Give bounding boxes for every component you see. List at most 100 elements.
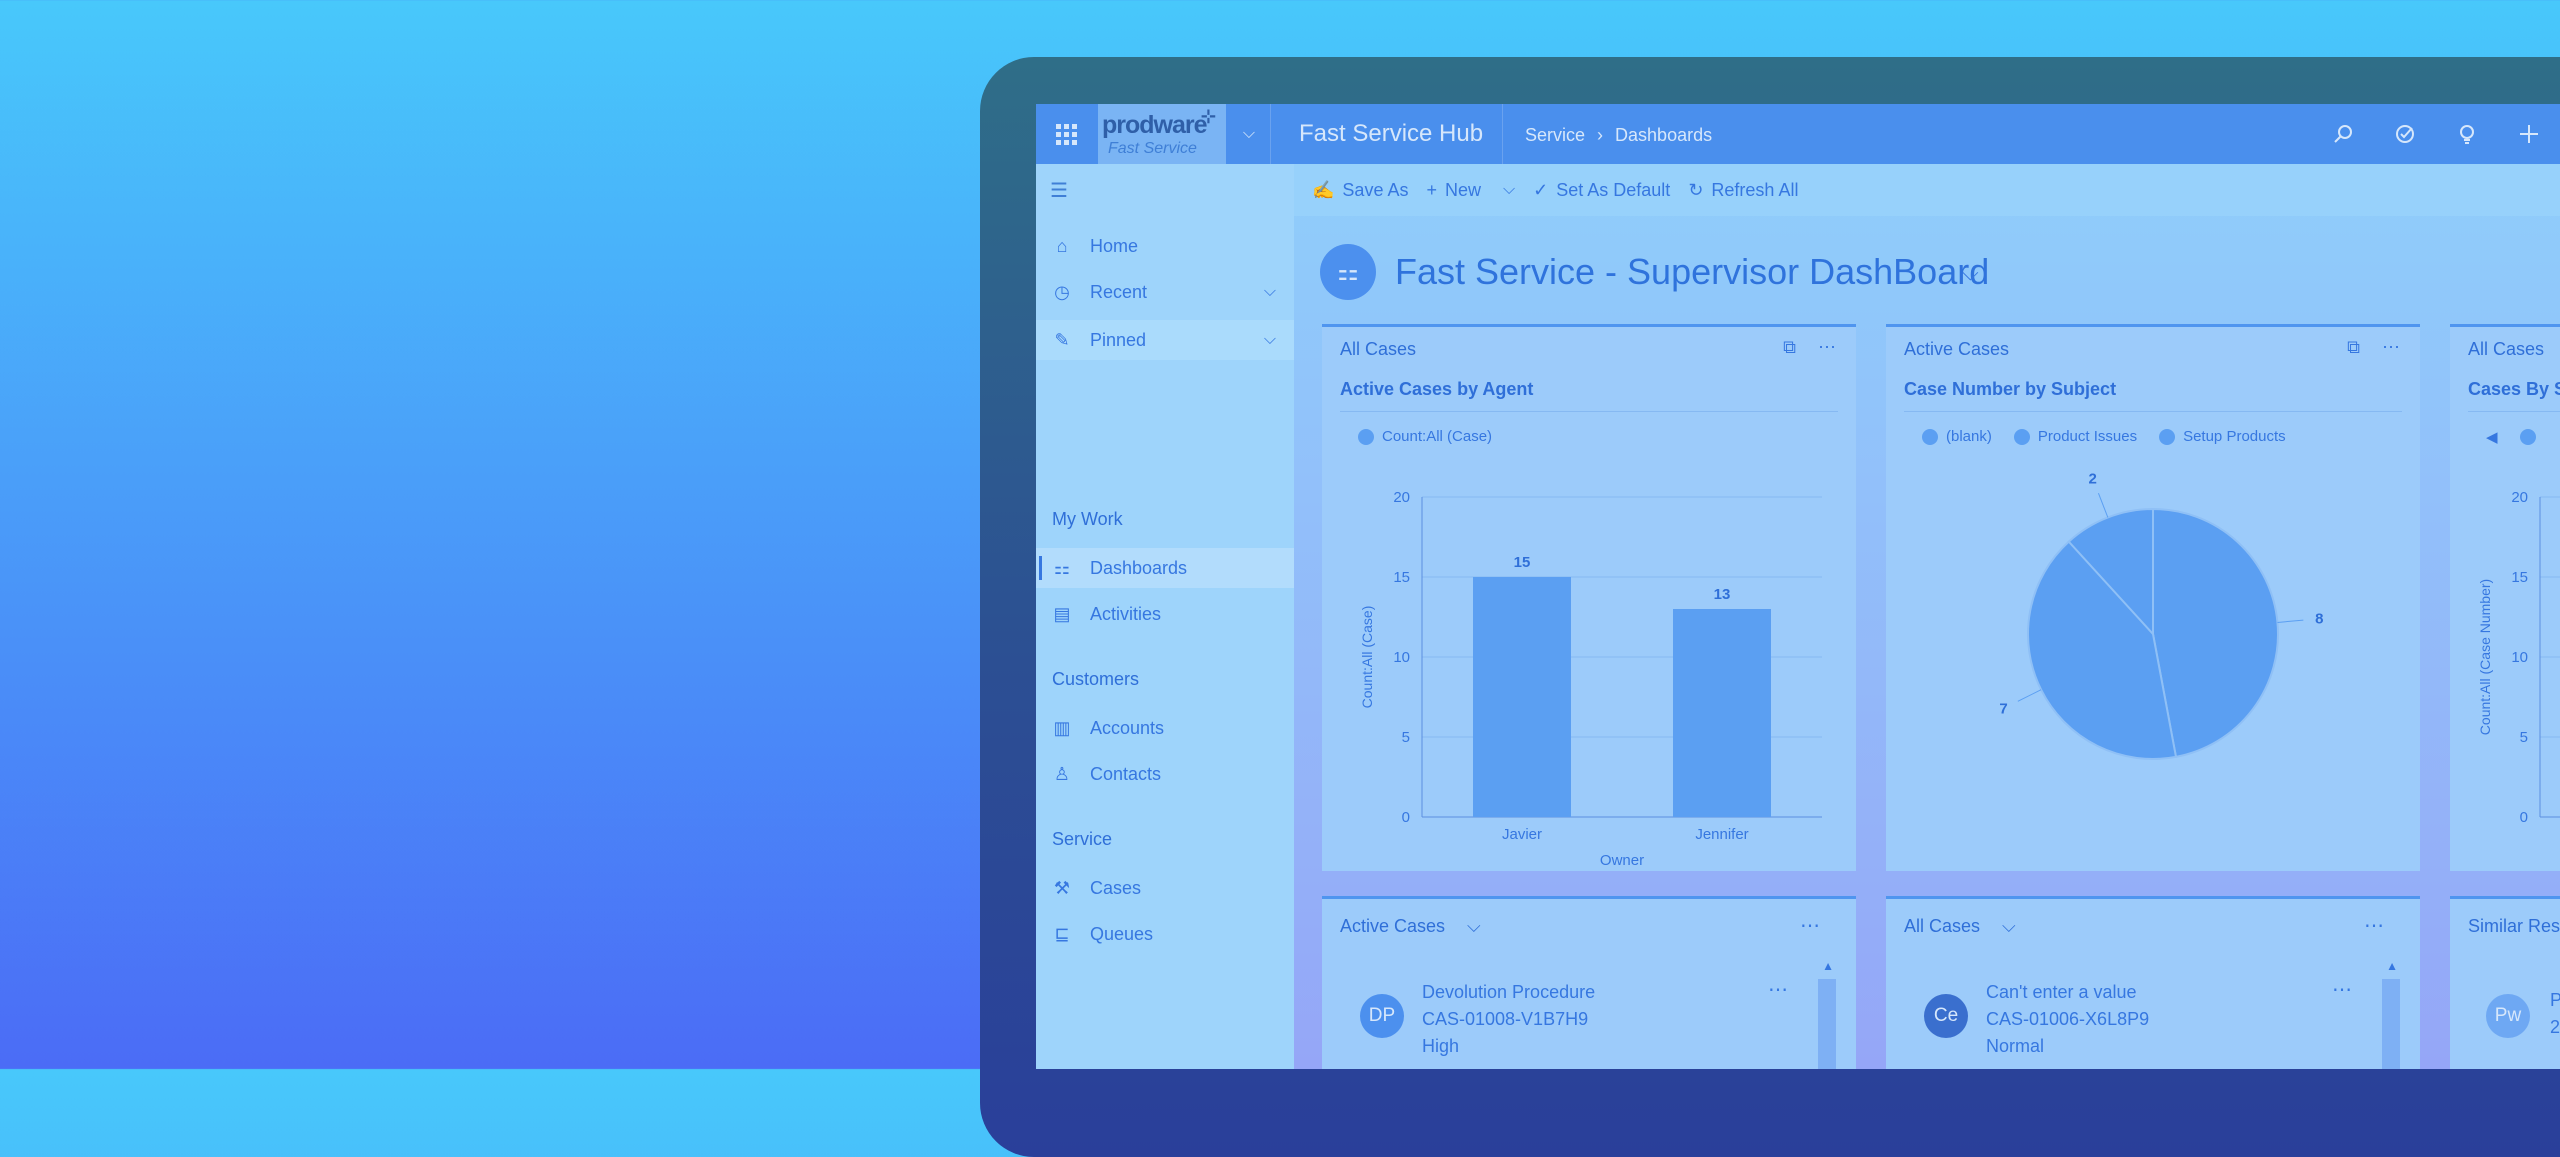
scrollbar[interactable] xyxy=(2382,979,2400,1069)
data-label: 8 xyxy=(2315,611,2323,628)
legend-item[interactable]: Product Issues xyxy=(2013,428,2137,445)
sidebar-item-dashboards[interactable]: ⚏ Dashboards xyxy=(1036,548,1294,588)
sidebar-item-label: Pinned xyxy=(1090,329,1147,350)
lightbulb-icon[interactable] xyxy=(2436,104,2498,164)
sidebar-item-recent[interactable]: ◷ Recent ⌵ xyxy=(1036,272,1294,312)
scrollbar[interactable] xyxy=(1818,979,1836,1069)
chart-legend: (blank) Product Issues Setup Products xyxy=(1922,428,2286,445)
list-panel-similar-records: Similar Res Pw P 2 xyxy=(2450,896,2560,1069)
chevron-down-icon: ⌵ xyxy=(1467,916,1481,936)
chevron-down-icon[interactable]: ⌵ xyxy=(1263,331,1276,348)
record-title[interactable]: Devolution Procedure xyxy=(1422,982,1596,1002)
list-panel-all-cases: All Cases ⌵ ⋯ Ce Can't enter a value CAS… xyxy=(1886,896,2420,1069)
sidebar-item-accounts[interactable]: ▥ Accounts xyxy=(1036,708,1294,748)
list-item[interactable]: Can't enter a value CAS-01006-X6L8P9 Nor… xyxy=(1986,979,2149,1060)
legend-item[interactable]: (blank) xyxy=(1922,428,1992,445)
app-launcher-button[interactable] xyxy=(1036,104,1096,164)
expand-chart-icon[interactable]: ⧉ xyxy=(1783,337,1796,357)
more-options-icon[interactable]: ⋯ xyxy=(2382,337,2400,357)
sidebar-item-activities[interactable]: ▤ Activities xyxy=(1036,594,1294,634)
more-options-icon[interactable]: ⋯ xyxy=(2364,915,2384,937)
panel-view-title[interactable]: Active Cases xyxy=(1904,339,2010,359)
pie-slice xyxy=(2152,507,2279,759)
prodware-logo[interactable]: prodware ⊹ Fast Service xyxy=(1098,104,1226,164)
record-title[interactable]: Can't enter a value xyxy=(1986,982,2137,1002)
y-tick-label: 5 xyxy=(1402,729,1410,746)
breadcrumb-service[interactable]: Service xyxy=(1525,125,1586,145)
sidebar-item-label: Cases xyxy=(1090,877,1142,898)
sidebar-item-contacts[interactable]: ♙ Contacts xyxy=(1036,754,1294,794)
y-tick-label: 20 xyxy=(2511,489,2528,506)
building-icon: ▥ xyxy=(1053,717,1071,738)
sidebar-item-cases[interactable]: ⚒ Cases xyxy=(1036,868,1294,908)
scroll-up-icon[interactable]: ▲ xyxy=(2386,959,2398,973)
scroll-up-icon[interactable]: ▲ xyxy=(1822,959,1834,973)
legend-dot xyxy=(2519,429,2536,445)
more-options-icon[interactable]: ⋯ xyxy=(1818,337,1836,357)
legend-item[interactable]: Count:All (Case) xyxy=(1358,428,1492,445)
list-item[interactable]: Devolution Procedure CAS-01008-V1B7H9 Hi… xyxy=(1422,979,1595,1060)
plus-icon[interactable] xyxy=(2498,104,2560,164)
chart-title: Active Cases by Agent xyxy=(1340,379,1534,399)
dashboard-title[interactable]: Fast Service - Supervisor DashBoard xyxy=(1395,251,1990,292)
list-view-selector[interactable]: Active Cases ⌵ xyxy=(1340,916,1481,937)
hamburger-menu-icon[interactable]: ☰ xyxy=(1050,180,1068,202)
list-item[interactable]: P 2 xyxy=(2550,987,2560,1041)
chevron-down-icon[interactable]: ⌵ xyxy=(1503,181,1516,198)
breadcrumb-dashboards[interactable]: Dashboards xyxy=(1615,125,1713,145)
chart-legend: Count:All (Case) xyxy=(1358,428,1492,445)
group-title-my-work: My Work xyxy=(1052,509,1123,529)
legend-label: Count:All (Case) xyxy=(1382,428,1493,445)
record-number: 2 xyxy=(2550,1017,2560,1037)
panel-view-title[interactable]: All Cases xyxy=(1340,339,1417,359)
list-view-selector[interactable]: Similar Res xyxy=(2468,916,2560,937)
chart-title: Cases By St xyxy=(2468,379,2560,399)
y-tick-label: 0 xyxy=(2520,809,2528,826)
task-check-icon[interactable] xyxy=(2374,104,2436,164)
list-title: Active Cases xyxy=(1340,916,1446,936)
legend-dot xyxy=(1358,428,1374,445)
legend-label: Setup Products xyxy=(2183,428,2286,445)
sidebar-item-home[interactable]: ⌂ Home xyxy=(1036,226,1294,266)
more-options-icon[interactable]: ⋯ xyxy=(1800,915,1820,937)
save-as-button[interactable]: ✍ Save As xyxy=(1312,180,1408,201)
data-label: 13 xyxy=(1714,586,1731,603)
y-tick-label: 5 xyxy=(2520,729,2528,746)
checkmark-icon: ✓ xyxy=(1533,179,1549,200)
dashboard-selector-chevron-icon[interactable]: ⌵ xyxy=(1962,260,1979,285)
legend-item[interactable]: Setup Products xyxy=(2159,428,2286,445)
group-title-service: Service xyxy=(1052,829,1113,849)
top-bar-actions xyxy=(2312,104,2560,164)
set-as-default-button[interactable]: ✓ Set As Default xyxy=(1533,180,1670,201)
record-more-icon[interactable]: ⋯ xyxy=(1768,979,1788,1001)
chevron-right-icon: › xyxy=(1597,125,1604,145)
record-title[interactable]: P xyxy=(2550,990,2560,1010)
chart-title: Case Number by Subject xyxy=(1904,379,2117,399)
list-view-selector[interactable]: All Cases ⌵ xyxy=(1904,916,2016,937)
wrench-icon: ⚒ xyxy=(1053,877,1071,898)
record-more-icon[interactable]: ⋯ xyxy=(2332,979,2352,1001)
app-switcher-chevron-icon[interactable]: ⌵ xyxy=(1242,125,1256,142)
clipboard-icon: ▤ xyxy=(1053,603,1071,624)
sidebar-item-label: Recent xyxy=(1090,281,1148,302)
leader-line xyxy=(2097,493,2109,518)
chevron-down-icon[interactable]: ⌵ xyxy=(1263,283,1276,300)
set-as-default-label: Set As Default xyxy=(1556,179,1671,200)
queue-icon: ⊑ xyxy=(1054,923,1070,944)
app-title[interactable]: Fast Service Hub xyxy=(1299,120,1484,147)
record-number: CAS-01006-X6L8P9 xyxy=(1986,1009,2150,1029)
sidebar-item-pinned[interactable]: ✎ Pinned ⌵ xyxy=(1036,320,1294,360)
sidebar-item-queues[interactable]: ⊑ Queues xyxy=(1036,914,1294,954)
new-button[interactable]: + New ⌵ xyxy=(1426,180,1515,201)
waffle-icon xyxy=(1055,123,1077,145)
panel-view-title[interactable]: All Cases xyxy=(2468,339,2545,359)
chevron-down-icon: ⌵ xyxy=(2002,916,2016,936)
x-tick-label: Javier xyxy=(1502,826,1542,843)
y-tick-label: 20 xyxy=(1393,489,1410,506)
refresh-all-button[interactable]: ↻ Refresh All xyxy=(1688,180,1798,201)
save-as-label: Save As xyxy=(1342,179,1409,200)
legend-prev-button[interactable]: ◀ xyxy=(2486,428,2498,446)
legend-item[interactable] xyxy=(2519,429,2536,445)
search-icon[interactable] xyxy=(2312,104,2374,164)
expand-chart-icon[interactable]: ⧉ xyxy=(2347,337,2360,357)
